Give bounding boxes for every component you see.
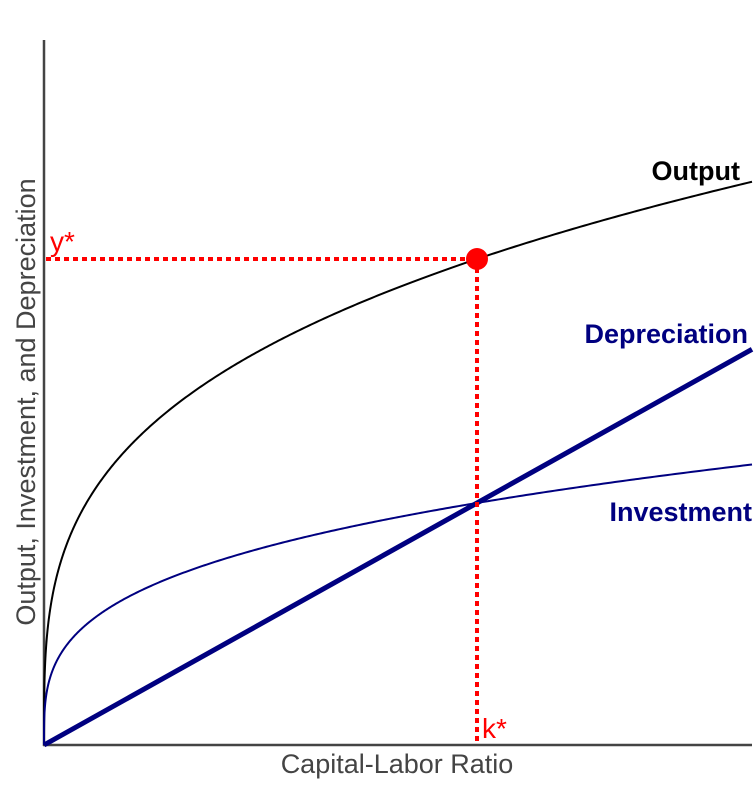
investment-label: Investment [609,497,752,527]
output-label: Output [652,156,740,186]
output-curve [43,180,753,745]
steady-state-point [466,248,488,270]
x-axis-title: Capital-Labor Ratio [281,749,514,779]
y-star-label: y* [50,226,75,257]
k-star-label: k* [482,713,507,744]
y-axis-title: Output, Investment, and Depreciation [11,178,41,625]
depreciation-label: Depreciation [584,319,748,349]
investment-curve [43,463,753,745]
depreciation-line [42,347,754,748]
